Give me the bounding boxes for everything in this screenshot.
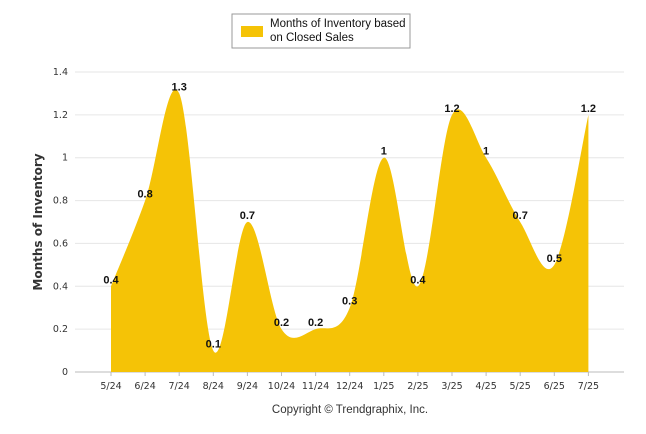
- x-tick-label: 6/24: [134, 381, 155, 392]
- y-axis-ticks: 0 0.2 0.4 0.6 0.8 1 1.2 1.4: [53, 67, 68, 378]
- data-label: 0.5: [547, 253, 562, 265]
- y-axis-title: Months of Inventory: [31, 153, 45, 290]
- data-label: 1: [483, 146, 489, 158]
- y-tick-label: 1.2: [53, 110, 68, 121]
- data-label: 0.2: [308, 317, 323, 329]
- data-label: 1.2: [581, 103, 596, 115]
- y-tick-label: 0.2: [53, 324, 68, 335]
- x-tick-label: 10/24: [268, 381, 295, 392]
- data-label: 0.1: [206, 339, 221, 351]
- data-label: 0.3: [342, 296, 357, 308]
- x-tick-label: 9/24: [237, 381, 258, 392]
- x-tick-label: 5/25: [510, 381, 531, 392]
- legend: Months of Inventory based on Closed Sale…: [231, 13, 411, 49]
- x-axis-ticks: 5/24 6/24 7/24 8/24 9/24 10/24 11/24 12/24 1/25 2…: [100, 372, 599, 392]
- x-tick-label: 2/25: [407, 381, 428, 392]
- y-tick-label: 1.4: [53, 67, 68, 78]
- y-tick-label: 1: [62, 153, 68, 164]
- data-label: 1.3: [172, 81, 187, 93]
- copyright-text: Copyright © Trendgraphix, Inc.: [272, 404, 428, 416]
- data-label: 0.4: [103, 274, 119, 286]
- x-tick-label: 6/25: [544, 381, 565, 392]
- data-labels: 0.4 0.8 1.3 0.1 0.7 0.2 0.2 0.3 1 0.4 1.2 1 0.7 0.5 1.…: [103, 81, 596, 350]
- data-label: 0.7: [240, 210, 255, 222]
- data-label: 1: [381, 146, 387, 158]
- series-area: [111, 89, 589, 372]
- y-tick-label: 0.8: [53, 196, 68, 207]
- legend-label-line-2: on Closed Sales: [270, 32, 354, 44]
- x-tick-label: 1/25: [373, 381, 394, 392]
- data-label: 0.4: [410, 274, 426, 286]
- x-tick-label: 7/24: [169, 381, 190, 392]
- y-tick-label: 0.6: [53, 238, 68, 249]
- data-label: 0.7: [513, 210, 528, 222]
- data-label: 1.2: [444, 103, 459, 115]
- data-label: 0.8: [137, 189, 152, 201]
- x-tick-label: 5/24: [100, 381, 121, 392]
- x-tick-label: 4/25: [475, 381, 496, 392]
- legend-label-line-1: Months of Inventory based: [270, 18, 406, 30]
- data-label: 0.2: [274, 317, 289, 329]
- x-tick-label: 11/24: [302, 381, 329, 392]
- y-tick-label: 0: [62, 367, 68, 378]
- x-tick-label: 12/24: [336, 381, 363, 392]
- x-tick-label: 7/25: [578, 381, 599, 392]
- legend-swatch: [241, 26, 263, 37]
- x-tick-label: 3/25: [441, 381, 462, 392]
- x-tick-label: 8/24: [203, 381, 224, 392]
- y-tick-label: 0.4: [53, 281, 68, 292]
